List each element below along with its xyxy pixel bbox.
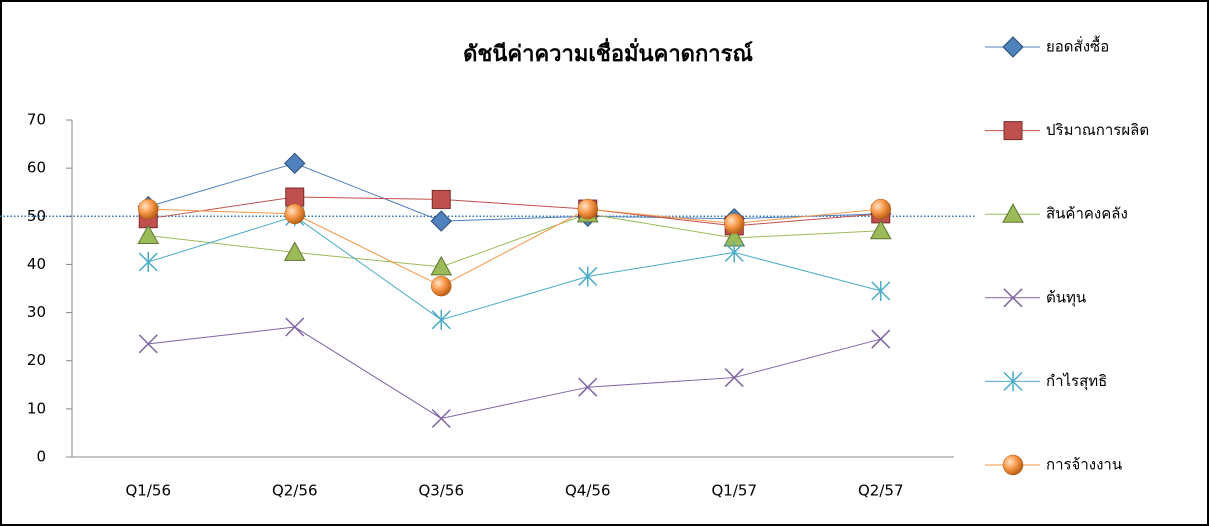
- legend-label: ต้นทุน: [1046, 288, 1086, 307]
- marker: [1002, 203, 1024, 223]
- y-tick-label: 20: [27, 351, 46, 369]
- marker: [285, 187, 305, 207]
- chart-title: ดัชนีค่าความเชื่อมั่นคาดการณ์: [463, 37, 753, 67]
- marker-shape: [430, 210, 452, 232]
- y-tick-label: 70: [27, 111, 46, 129]
- marker-shape: [431, 408, 451, 429]
- marker: [1003, 288, 1023, 308]
- legend-label: กำไรสุทธิ: [1046, 372, 1107, 391]
- series-line: [148, 213, 881, 268]
- marker: [138, 198, 159, 220]
- marker: [284, 203, 305, 225]
- marker-shape: [869, 219, 892, 240]
- marker-shape: [870, 198, 891, 220]
- marker: [431, 189, 451, 209]
- marker: [1002, 36, 1024, 58]
- marker: [138, 334, 158, 354]
- marker: [870, 198, 891, 220]
- marker: [430, 210, 452, 232]
- legend-label: สินค้าคงคลัง: [1046, 205, 1128, 223]
- y-tick-label: 40: [27, 255, 46, 273]
- marker-shape: [1003, 121, 1023, 141]
- marker: [430, 255, 453, 276]
- series-line: [148, 162, 881, 222]
- series-line: [148, 326, 881, 420]
- marker-shape: [284, 152, 306, 175]
- marker-shape: [285, 187, 305, 207]
- marker-shape: [284, 203, 305, 225]
- marker-shape: [431, 189, 451, 209]
- marker: [577, 198, 598, 220]
- marker-shape: [724, 213, 745, 234]
- marker-shape: [1003, 288, 1023, 308]
- marker-shape: [1002, 36, 1024, 58]
- marker-shape: [1002, 203, 1024, 223]
- marker: [137, 224, 160, 245]
- marker-shape: [724, 368, 744, 388]
- marker: [871, 280, 891, 301]
- x-tick-label: Q4/56: [565, 482, 611, 500]
- marker: [283, 241, 306, 261]
- marker: [138, 252, 158, 273]
- x-tick-label: Q2/56: [272, 482, 318, 500]
- marker-shape: [137, 224, 160, 245]
- legend-label: การจ้างงาน: [1046, 456, 1122, 474]
- y-tick-label: 30: [27, 303, 46, 321]
- x-tick-label: Q1/56: [126, 482, 172, 500]
- marker: [431, 309, 451, 330]
- y-tick-label: 60: [27, 159, 46, 177]
- marker-shape: [577, 198, 598, 220]
- marker: [284, 152, 306, 175]
- marker: [431, 275, 452, 297]
- marker: [1002, 454, 1024, 476]
- marker-shape: [430, 255, 453, 276]
- x-tick-label: Q3/56: [419, 482, 465, 500]
- legend-label: ยอดสั่งซื้อ: [1046, 36, 1109, 56]
- marker: [724, 213, 745, 234]
- marker-shape: [578, 377, 598, 397]
- marker: [724, 368, 744, 388]
- marker: [1003, 121, 1023, 141]
- marker-shape: [1002, 454, 1024, 476]
- marker: [285, 317, 305, 337]
- marker-shape: [283, 241, 306, 261]
- marker: [724, 242, 744, 263]
- series-line: [148, 208, 881, 287]
- legend-label: ปริมาณการผลิต: [1046, 121, 1149, 139]
- series-line: [148, 196, 881, 227]
- marker: [431, 408, 451, 429]
- marker: [578, 266, 598, 287]
- marker-shape: [431, 275, 452, 297]
- marker-shape: [138, 198, 159, 220]
- marker: [871, 329, 891, 349]
- marker-shape: [871, 329, 891, 349]
- marker: [578, 377, 598, 397]
- marker-shape: [285, 317, 305, 337]
- y-tick-label: 0: [36, 448, 46, 466]
- x-tick-label: Q1/57: [712, 482, 758, 500]
- marker: [1003, 371, 1023, 392]
- marker-shape: [138, 334, 158, 354]
- y-tick-label: 10: [27, 399, 46, 417]
- x-tick-label: Q2/57: [858, 482, 904, 500]
- marker: [869, 219, 892, 240]
- series-line: [148, 215, 881, 321]
